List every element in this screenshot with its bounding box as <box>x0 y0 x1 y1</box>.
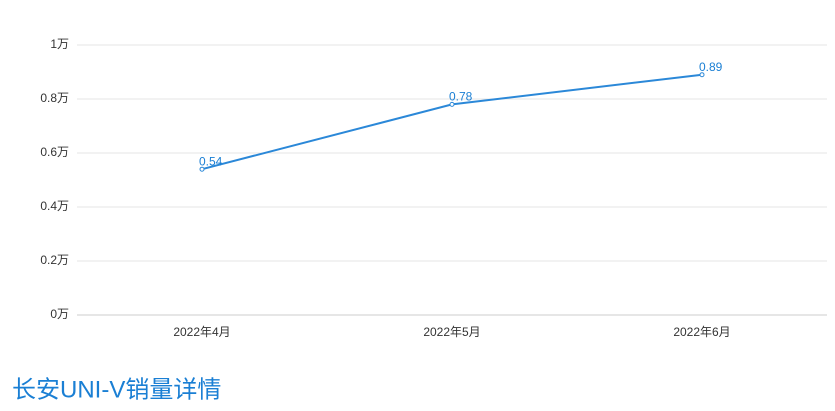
value-label: 0.89 <box>699 60 723 74</box>
point <box>699 72 705 78</box>
x-tick-label: 2022年6月 <box>673 325 730 339</box>
y-tick-label: 0.2万 <box>40 253 69 267</box>
y-tick-label: 0.4万 <box>40 199 69 213</box>
chart-title: 长安UNI-V销量详情 <box>12 376 221 403</box>
y-tick-label: 0.8万 <box>40 91 69 105</box>
point <box>199 166 205 172</box>
y-tick-label: 1万 <box>50 37 69 51</box>
value-label: 0.54 <box>199 154 223 168</box>
x-tick-label: 2022年5月 <box>423 325 480 339</box>
x-tick-label: 2022年4月 <box>173 325 230 339</box>
value-label: 0.78 <box>449 90 473 104</box>
y-tick-label: 0万 <box>50 307 69 321</box>
point <box>449 101 455 107</box>
y-tick-label: 0.6万 <box>40 145 69 159</box>
